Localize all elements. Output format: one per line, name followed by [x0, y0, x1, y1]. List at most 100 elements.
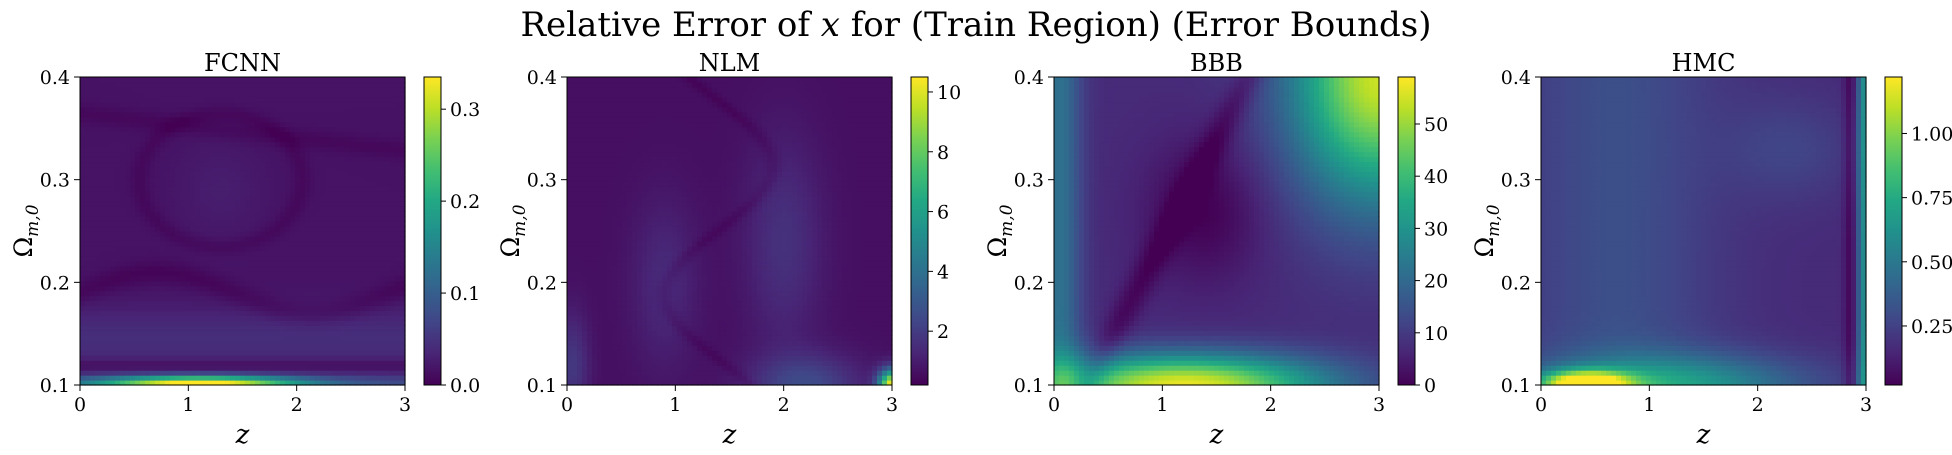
heatmap-cell	[135, 116, 141, 123]
heatmap-cell	[90, 186, 96, 192]
heatmap-cell	[260, 290, 266, 297]
heatmap-cell	[175, 146, 181, 153]
heatmap-cell	[175, 231, 181, 237]
heatmap-cell	[270, 106, 276, 113]
heatmap-cell	[310, 216, 316, 222]
heatmap-cell	[320, 295, 326, 302]
heatmap-cell	[295, 365, 301, 371]
heatmap-cell	[265, 305, 271, 312]
heatmap-cell	[375, 285, 381, 292]
heatmap-cell	[110, 335, 116, 341]
heatmap-cell	[225, 226, 231, 232]
heatmap-cell	[170, 305, 176, 312]
heatmap-cell	[230, 330, 236, 336]
heatmap-cell	[375, 315, 381, 322]
heatmap-cell	[345, 121, 351, 128]
heatmap-cell	[582, 305, 588, 312]
heatmap-cell	[175, 106, 181, 113]
heatmap-cell	[205, 161, 211, 168]
heatmap-cell	[385, 290, 391, 297]
heatmap-cell	[617, 325, 623, 331]
heatmap-cell	[210, 77, 216, 83]
heatmap-cell	[607, 255, 613, 262]
heatmap-cell	[390, 151, 396, 158]
heatmap-cell	[295, 86, 301, 93]
heatmap-cell	[110, 156, 116, 163]
heatmap-cell	[395, 206, 401, 212]
heatmap-cell	[572, 340, 578, 346]
heatmap-cell	[185, 141, 191, 148]
heatmap-cell	[320, 141, 326, 148]
heatmap-cell	[80, 171, 86, 177]
heatmap-cell	[592, 330, 598, 336]
heatmap-cell	[305, 86, 311, 93]
heatmap-cell	[385, 231, 391, 237]
heatmap-cell	[325, 330, 331, 336]
heatmap-cell	[215, 81, 221, 88]
heatmap-cell	[572, 295, 578, 302]
heatmap-cell	[230, 295, 236, 302]
heatmap-cell	[115, 176, 121, 182]
heatmap-cell	[345, 141, 351, 148]
heatmap-cell	[355, 265, 361, 272]
heatmap-cell	[597, 131, 603, 138]
heatmap-cell	[300, 285, 306, 292]
heatmap-cell	[135, 101, 141, 108]
heatmap-cell	[270, 275, 276, 282]
heatmap-cell	[145, 126, 151, 133]
heatmap-cell	[622, 121, 628, 128]
heatmap-cell	[310, 295, 316, 302]
heatmap-cell	[95, 106, 101, 113]
heatmap-cell	[280, 260, 286, 267]
heatmap-cell	[567, 350, 573, 356]
heatmap-cell	[80, 181, 86, 187]
heatmap-cell	[145, 121, 151, 128]
heatmap-cell	[335, 181, 341, 187]
heatmap-cell	[205, 91, 211, 98]
heatmap-cell	[265, 300, 271, 307]
heatmap-cell	[225, 275, 231, 282]
heatmap-cell	[130, 325, 136, 331]
heatmap-cell	[340, 275, 346, 282]
heatmap-cell	[160, 310, 166, 317]
heatmap-cell	[120, 166, 126, 172]
heatmap-cell	[255, 96, 261, 103]
heatmap-cell	[170, 156, 176, 163]
heatmap-cell	[305, 275, 311, 282]
heatmap-cell	[285, 191, 291, 197]
heatmap-cell	[270, 345, 276, 351]
heatmap-cell	[130, 206, 136, 212]
heatmap-cell	[140, 231, 146, 237]
heatmap-cell	[380, 211, 386, 217]
heatmap-cell	[220, 345, 226, 351]
heatmap-cell	[225, 355, 231, 361]
heatmap-cell	[90, 221, 96, 227]
heatmap-cell	[200, 226, 206, 232]
heatmap-cell	[395, 226, 401, 232]
heatmap-cell	[240, 300, 246, 307]
heatmap-cell	[260, 345, 266, 351]
heatmap-cell	[567, 106, 573, 113]
heatmap-cell	[230, 375, 236, 381]
heatmap-cell	[390, 355, 396, 361]
heatmap-cell	[582, 380, 588, 386]
heatmap-cell	[602, 365, 608, 371]
heatmap-cell	[395, 111, 401, 118]
heatmap-cell	[260, 285, 266, 292]
heatmap-cell	[265, 181, 271, 187]
heatmap-cell	[170, 121, 176, 128]
heatmap-cell	[567, 91, 573, 98]
heatmap-cell	[400, 106, 406, 113]
heatmap-cell	[365, 305, 371, 312]
heatmap-cell	[380, 325, 386, 331]
heatmap-cell	[135, 146, 141, 153]
heatmap-cell	[360, 121, 366, 128]
heatmap-cell	[90, 365, 96, 371]
heatmap-cell	[592, 350, 598, 356]
heatmap-cell	[587, 141, 593, 148]
heatmap-cell	[370, 285, 376, 292]
heatmap-cell	[330, 235, 336, 242]
heatmap-cell	[245, 191, 251, 197]
heatmap-cell	[190, 216, 196, 222]
heatmap-cell	[315, 126, 321, 133]
